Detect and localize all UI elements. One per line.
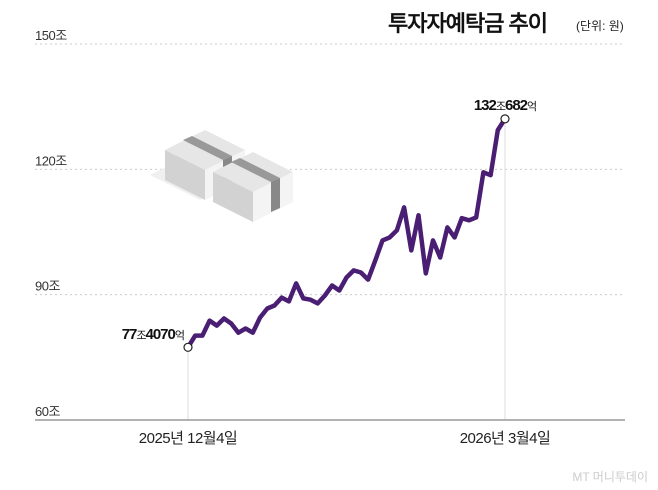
unit-label: (단위: 원)	[576, 19, 624, 33]
y-tick-label: 90조	[35, 279, 60, 294]
start-annotation: 77조4070억	[122, 326, 184, 343]
y-tick-label: 150조	[35, 28, 67, 43]
source-logo: MT 머니투데이	[572, 470, 648, 484]
y-tick-label: 60조	[35, 404, 60, 419]
start-point	[183, 342, 193, 352]
y-tick-label: 120조	[35, 153, 67, 168]
x-label-end: 2026년 3월4일	[460, 430, 551, 447]
end-annotation: 132조682억	[474, 97, 536, 114]
series-line	[185, 116, 508, 350]
end-point	[500, 114, 510, 124]
money-illustration	[150, 130, 293, 222]
x-label-start: 2025년 12월4일	[139, 430, 237, 447]
chart-title: 투자자예탁금 추이	[388, 11, 547, 36]
